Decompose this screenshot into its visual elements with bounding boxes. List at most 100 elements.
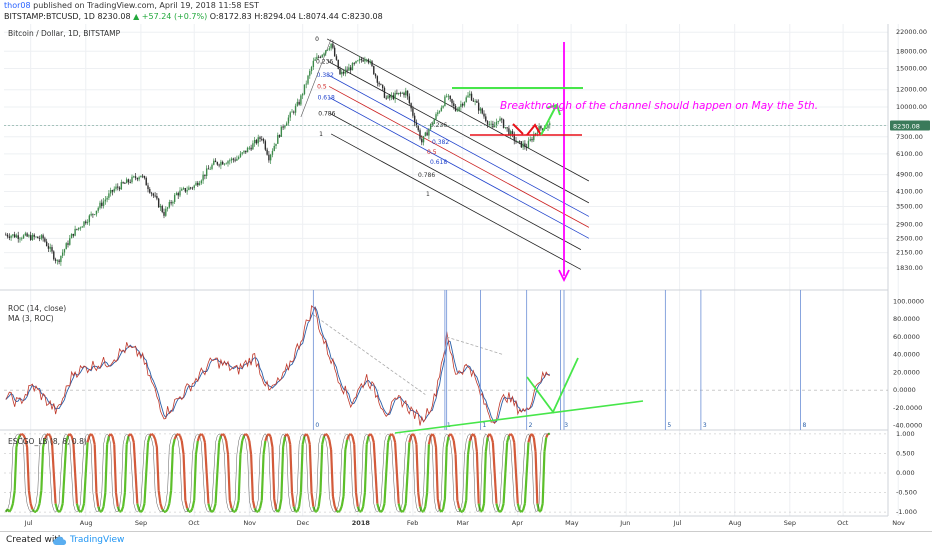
osc-signal-segment bbox=[412, 433, 416, 437]
candle bbox=[182, 188, 185, 190]
osc-signal-segment bbox=[426, 444, 430, 493]
osc-signal-segment bbox=[299, 444, 304, 493]
candle bbox=[419, 130, 421, 139]
candle bbox=[437, 112, 439, 115]
osc-signal-segment bbox=[58, 509, 62, 513]
osc-signal-segment bbox=[413, 435, 418, 445]
candle bbox=[127, 179, 130, 183]
candle bbox=[72, 233, 75, 236]
candle bbox=[117, 186, 119, 188]
candle bbox=[417, 126, 419, 131]
candle bbox=[454, 105, 457, 111]
candle bbox=[367, 59, 370, 63]
candle bbox=[412, 108, 414, 116]
candle bbox=[504, 127, 507, 129]
candle bbox=[229, 160, 231, 162]
osc-signal-segment bbox=[331, 495, 336, 507]
last-price-badge bbox=[890, 120, 930, 131]
candle bbox=[296, 101, 299, 106]
candle bbox=[237, 157, 240, 159]
osc-signal-segment bbox=[194, 440, 199, 455]
osc-signal-segment bbox=[514, 472, 519, 504]
price-axis-label: 4100.00 bbox=[896, 187, 923, 195]
oscillator-pane bbox=[4, 432, 888, 513]
osc-signal-segment bbox=[24, 438, 29, 448]
osc-signal-segment bbox=[221, 433, 226, 437]
osc-signal-segment bbox=[113, 444, 118, 493]
cycle-label: 1 bbox=[482, 422, 486, 429]
candle bbox=[88, 215, 91, 223]
roc-ma-line bbox=[5, 306, 550, 424]
osc-signal-segment bbox=[36, 503, 41, 510]
osc-signal-segment bbox=[349, 433, 354, 437]
osc-signal-segment bbox=[178, 435, 183, 442]
candle bbox=[13, 234, 16, 238]
osc-signal-segment bbox=[354, 492, 359, 507]
osc-signal-segment bbox=[404, 472, 409, 504]
candle bbox=[486, 121, 489, 125]
candle bbox=[93, 214, 96, 216]
osc-signal-segment bbox=[27, 490, 32, 504]
osc-signal-segment bbox=[340, 495, 345, 507]
osc-signal-segment bbox=[72, 442, 77, 474]
osc-signal-segment bbox=[237, 454, 242, 501]
candle bbox=[351, 63, 354, 71]
candle bbox=[497, 120, 499, 123]
candle bbox=[513, 133, 515, 141]
chart-canvas[interactable]: 0 0.236 0.382 0.5 0.618 0.786 1 0.236 0.382 0.5 0.… bbox=[0, 24, 932, 531]
candle bbox=[533, 134, 535, 141]
price-axis-label: 4900.00 bbox=[896, 171, 923, 179]
osc-signal-segment bbox=[397, 503, 402, 511]
candle bbox=[150, 192, 153, 194]
candle bbox=[70, 233, 73, 239]
candle bbox=[341, 71, 343, 75]
candle bbox=[373, 66, 375, 75]
osc-signal-segment bbox=[545, 433, 549, 438]
candle bbox=[149, 189, 151, 193]
candle bbox=[115, 186, 117, 189]
time-axis-label: Sep bbox=[784, 519, 796, 527]
candle bbox=[376, 76, 379, 83]
candle bbox=[524, 143, 526, 147]
candle bbox=[332, 43, 334, 48]
candle bbox=[234, 159, 236, 161]
osc-signal-segment bbox=[306, 435, 311, 445]
osc-signal-segment bbox=[520, 509, 524, 513]
candle bbox=[104, 199, 107, 202]
candles bbox=[4, 40, 888, 266]
candle bbox=[515, 140, 517, 142]
candle bbox=[355, 60, 357, 64]
osc-signal-segment bbox=[511, 435, 516, 443]
pitchfork-level-label: 0 bbox=[315, 36, 319, 43]
author-link[interactable]: thor08 bbox=[4, 1, 31, 10]
osc-signal-segment bbox=[68, 433, 73, 437]
candle bbox=[38, 238, 41, 239]
candle bbox=[163, 212, 165, 216]
candle bbox=[339, 68, 341, 75]
pitchfork-level-label: 0.5 bbox=[317, 83, 327, 90]
candle bbox=[440, 107, 443, 112]
osc-signal-segment bbox=[140, 509, 144, 513]
time-axis-label: Jul bbox=[673, 519, 682, 527]
osc-signal-segment bbox=[262, 440, 267, 455]
osc-line bbox=[5, 433, 550, 513]
candle bbox=[319, 57, 322, 58]
osc-signal-segment bbox=[54, 503, 59, 511]
price-axis-label: 2900.00 bbox=[896, 220, 923, 228]
osc-signal-segment bbox=[490, 435, 494, 443]
osc-signal-segment bbox=[363, 444, 368, 493]
candle bbox=[278, 135, 281, 137]
candle bbox=[136, 178, 139, 180]
candle bbox=[463, 101, 466, 106]
cycle-label: 2 bbox=[529, 422, 533, 429]
tradingview-brand[interactable]: TradingView bbox=[70, 535, 125, 545]
ohlc-values: O:8172.83 H:8294.04 L:8074.44 C:8230.08 bbox=[209, 12, 383, 21]
time-axis-label: Mar bbox=[457, 519, 470, 527]
candle bbox=[381, 84, 384, 88]
osc-signal-segment bbox=[337, 509, 341, 513]
candle bbox=[209, 168, 211, 170]
candle bbox=[134, 176, 137, 179]
osc-signal-segment bbox=[308, 444, 313, 493]
candle bbox=[396, 92, 398, 94]
osc-signal-segment bbox=[211, 509, 215, 513]
